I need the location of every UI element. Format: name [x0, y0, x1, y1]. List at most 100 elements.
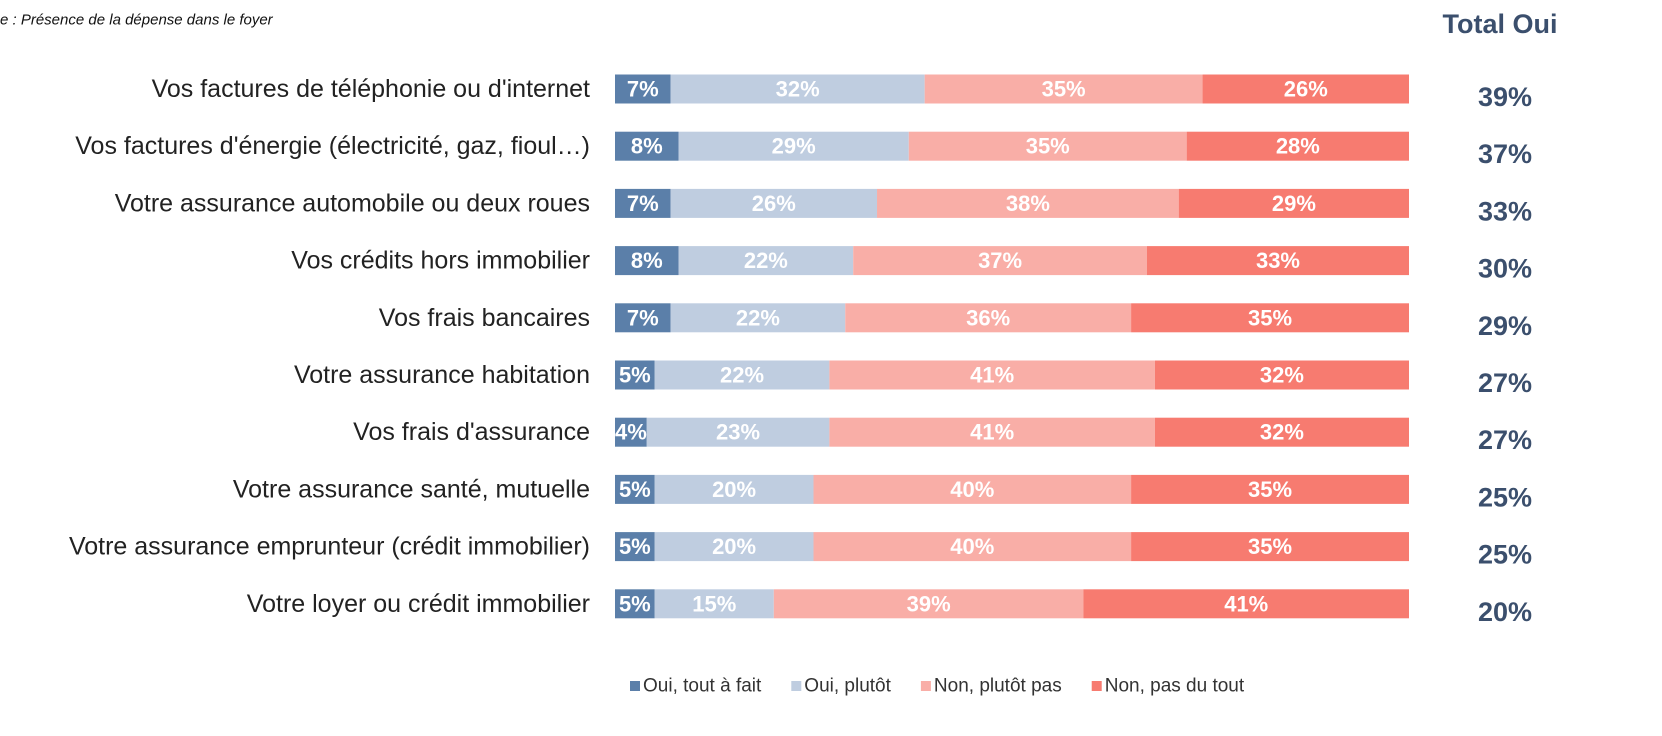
value-label: 32%: [776, 77, 820, 102]
value-label: 8%: [631, 134, 663, 159]
value-label: 39%: [907, 591, 951, 616]
value-label: 15%: [692, 591, 736, 616]
total-label: 39%: [1478, 82, 1532, 112]
value-label: 35%: [1248, 305, 1292, 330]
value-label: 22%: [744, 248, 788, 273]
category-label: Vos factures de téléphonie ou d'internet: [152, 75, 590, 103]
value-label: 4%: [615, 420, 647, 445]
value-label: 35%: [1026, 134, 1070, 159]
total-label: 25%: [1478, 540, 1532, 570]
value-label: 33%: [1256, 248, 1300, 273]
value-label: 41%: [970, 420, 1014, 445]
total-label: 25%: [1478, 482, 1532, 512]
bar-segment: [678, 246, 854, 276]
value-label: 36%: [966, 305, 1010, 330]
legend-swatch: [920, 681, 931, 691]
legend-label: Oui, plutôt: [804, 676, 891, 697]
value-label: 26%: [1284, 77, 1328, 102]
bar-segment: [877, 188, 1179, 218]
value-label: 26%: [752, 191, 796, 216]
total-label: 27%: [1478, 368, 1532, 398]
value-label: 7%: [627, 191, 659, 216]
bar-segment: [670, 303, 846, 333]
value-label: 29%: [772, 134, 816, 159]
category-label: Votre assurance automobile ou deux roues: [115, 189, 590, 217]
bar-segment: [829, 417, 1155, 447]
category-label: Vos frais d'assurance: [353, 418, 590, 446]
value-label: 7%: [627, 305, 659, 330]
value-label: 35%: [1248, 477, 1292, 502]
total-label: 30%: [1478, 254, 1532, 284]
bar-segment: [1202, 74, 1409, 104]
bar-segment: [853, 246, 1147, 276]
bar-segment: [1131, 303, 1409, 333]
legend-swatch: [791, 681, 802, 691]
bar-segment: [908, 131, 1187, 161]
bar-segment: [654, 474, 814, 504]
bar-segment: [813, 532, 1132, 562]
value-label: 37%: [978, 248, 1022, 273]
category-label: Vos factures d'énergie (électricité, gaz…: [75, 132, 590, 160]
bar-segment: [654, 589, 774, 619]
total-label: 29%: [1478, 311, 1532, 341]
legend-label: Non, plutôt pas: [934, 676, 1062, 697]
bar-segment: [646, 417, 830, 447]
bar-segment: [1178, 188, 1409, 218]
value-label: 32%: [1260, 363, 1304, 388]
value-label: 5%: [619, 534, 651, 559]
bar-segment: [773, 589, 1084, 619]
legend-label: Non, pas du tout: [1105, 676, 1245, 697]
bar-segment: [813, 474, 1132, 504]
bar-segment: [845, 303, 1132, 333]
totals-title: Total Oui: [1443, 9, 1558, 39]
bar-segment: [1083, 589, 1409, 619]
value-label: 5%: [619, 363, 651, 388]
subtitle: e : Présence de la dépense dans le foyer: [0, 12, 274, 29]
bar-segment: [670, 188, 878, 218]
total-label: 33%: [1478, 196, 1532, 226]
value-label: 29%: [1272, 191, 1316, 216]
legend-swatch: [1091, 681, 1102, 691]
bar-segment: [1131, 474, 1409, 504]
bar-segment: [1186, 131, 1409, 161]
category-label: Votre assurance santé, mutuelle: [233, 475, 590, 503]
value-label: 8%: [631, 248, 663, 273]
value-label: 5%: [619, 591, 651, 616]
bar-segment: [829, 360, 1155, 390]
value-label: 35%: [1042, 77, 1086, 102]
bar-segment: [1146, 246, 1409, 276]
total-label: 27%: [1478, 425, 1532, 455]
bar-segment: [615, 532, 655, 562]
bar-segment: [615, 74, 671, 104]
value-label: 20%: [712, 477, 756, 502]
category-label: Votre assurance emprunteur (crédit immob…: [69, 533, 590, 561]
value-label: 20%: [712, 534, 756, 559]
legend-label: Oui, tout à fait: [643, 676, 762, 697]
bar-segment: [1131, 532, 1409, 562]
category-label: Votre loyer ou crédit immobilier: [247, 590, 590, 618]
bar-segment: [615, 360, 655, 390]
legend-swatch: [630, 681, 640, 691]
value-label: 38%: [1006, 191, 1050, 216]
bar-segment: [615, 417, 647, 447]
bar-segment: [678, 131, 909, 161]
category-label: Vos crédits hors immobilier: [291, 247, 590, 275]
value-label: 41%: [970, 363, 1014, 388]
bar-segment: [1154, 417, 1409, 447]
value-label: 41%: [1224, 591, 1268, 616]
total-label: 37%: [1478, 139, 1532, 169]
value-label: 35%: [1248, 534, 1292, 559]
bar-segment: [670, 74, 925, 104]
value-label: 5%: [619, 477, 651, 502]
value-label: 22%: [736, 305, 780, 330]
bar-segment: [654, 532, 814, 562]
category-label: Votre assurance habitation: [294, 361, 590, 389]
value-label: 32%: [1260, 420, 1304, 445]
bar-segment: [1154, 360, 1409, 390]
total-label: 20%: [1478, 597, 1532, 627]
value-label: 40%: [950, 477, 994, 502]
bar-segment: [924, 74, 1203, 104]
bar-segment: [615, 188, 671, 218]
bar-segment: [615, 303, 671, 333]
